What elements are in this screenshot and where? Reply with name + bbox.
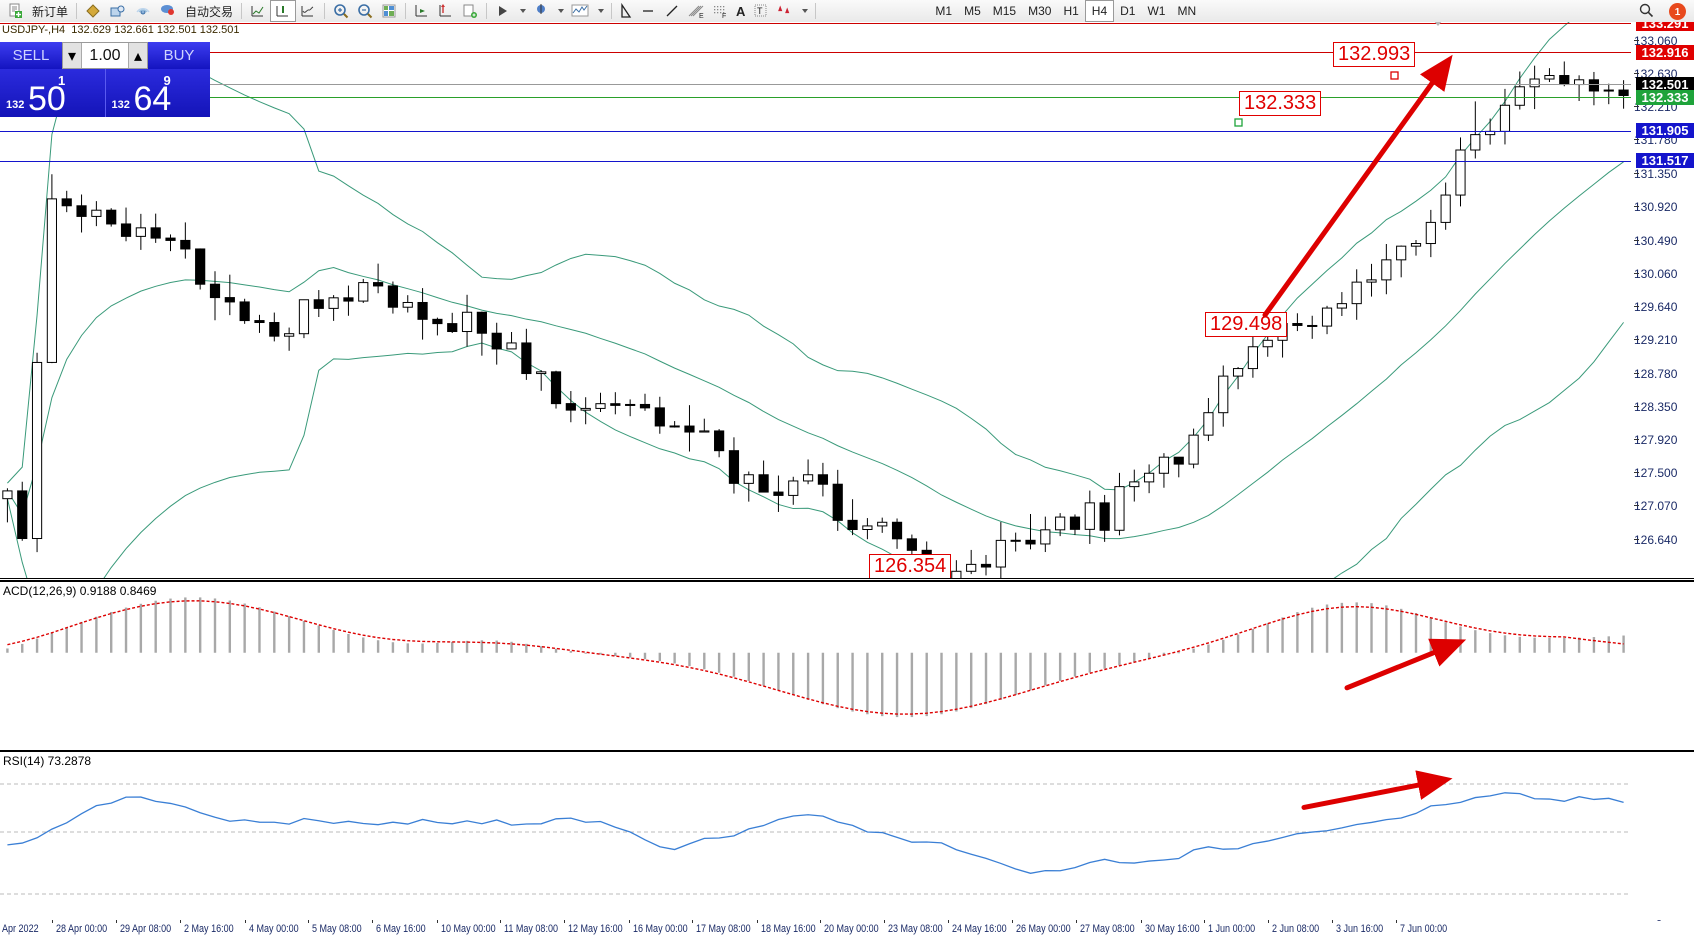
svg-text:T: T	[757, 6, 763, 16]
svg-text:F: F	[722, 13, 726, 19]
svg-text:E: E	[699, 13, 704, 19]
svg-text:1: 1	[1675, 7, 1681, 18]
